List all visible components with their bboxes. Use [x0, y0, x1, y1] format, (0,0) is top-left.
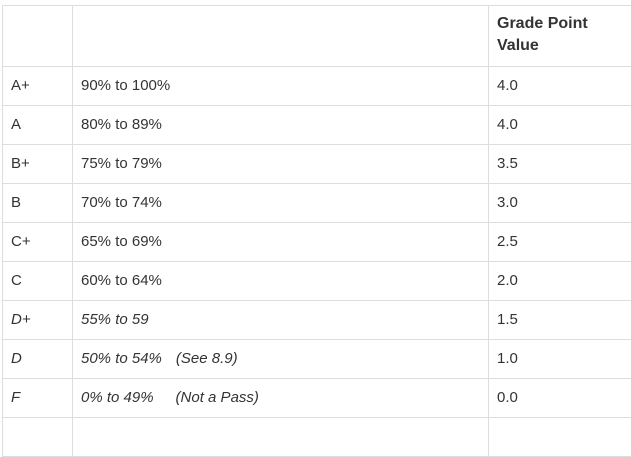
range-text: 65% to 69%: [81, 233, 162, 250]
gpv-cell: 0.0: [489, 379, 631, 418]
table-row: D+ 55% to 59 1.5: [3, 301, 631, 340]
range-text: 80% to 89%: [81, 116, 162, 133]
range-cell: [73, 418, 489, 457]
grade-cell: A: [3, 106, 73, 145]
range-cell: 70% to 74%: [73, 184, 489, 223]
gpv-cell: 2.0: [489, 262, 631, 301]
gpv-cell: [489, 418, 631, 457]
table-row: A+ 90% to 100% 4.0: [3, 67, 631, 106]
grade-cell: [3, 418, 73, 457]
table-row: D 50% to 54% (See 8.9) 1.0: [3, 340, 631, 379]
gpv-cell: 2.5: [489, 223, 631, 262]
range-cell: 60% to 64%: [73, 262, 489, 301]
table-row: A 80% to 89% 4.0: [3, 106, 631, 145]
range-cell: 55% to 59: [73, 301, 489, 340]
range-cell: 0% to 49% (Not a Pass): [73, 379, 489, 418]
grade-table: Grade Point Value A+ 90% to 100% 4.0 A 8…: [2, 5, 631, 457]
grade-cell: A+: [3, 67, 73, 106]
range-text: 75% to 79%: [81, 155, 162, 172]
gpv-cell: 3.5: [489, 145, 631, 184]
range-text: 50% to 54%: [81, 350, 162, 367]
gpv-cell: 4.0: [489, 67, 631, 106]
grade-cell: D: [3, 340, 73, 379]
gpv-cell: 3.0: [489, 184, 631, 223]
table-header-row: Grade Point Value: [3, 6, 631, 67]
range-text: 55% to 59: [81, 311, 149, 328]
table-row: [3, 418, 631, 457]
grade-cell: D+: [3, 301, 73, 340]
range-note: (Not a Pass): [176, 389, 259, 406]
grade-cell: C+: [3, 223, 73, 262]
range-text: 70% to 74%: [81, 194, 162, 211]
header-range: [73, 6, 489, 67]
gpv-cell: 4.0: [489, 106, 631, 145]
gpv-cell: 1.0: [489, 340, 631, 379]
range-note: (See 8.9): [176, 350, 238, 367]
range-cell: 75% to 79%: [73, 145, 489, 184]
range-text: 0% to 49%: [81, 389, 154, 406]
table-row: B 70% to 74% 3.0: [3, 184, 631, 223]
range-cell: 90% to 100%: [73, 67, 489, 106]
range-cell: 65% to 69%: [73, 223, 489, 262]
grade-cell: B: [3, 184, 73, 223]
grade-cell: B+: [3, 145, 73, 184]
grade-cell: F: [3, 379, 73, 418]
range-cell: 50% to 54% (See 8.9): [73, 340, 489, 379]
range-text: 90% to 100%: [81, 77, 170, 94]
gpv-cell: 1.5: [489, 301, 631, 340]
table-row: B+ 75% to 79% 3.5: [3, 145, 631, 184]
range-cell: 80% to 89%: [73, 106, 489, 145]
header-grade: [3, 6, 73, 67]
range-text: 60% to 64%: [81, 272, 162, 289]
table-row: C+ 65% to 69% 2.5: [3, 223, 631, 262]
header-grade-point-value: Grade Point Value: [489, 6, 631, 67]
table-row: F 0% to 49% (Not a Pass) 0.0: [3, 379, 631, 418]
grade-cell: C: [3, 262, 73, 301]
table-row: C 60% to 64% 2.0: [3, 262, 631, 301]
